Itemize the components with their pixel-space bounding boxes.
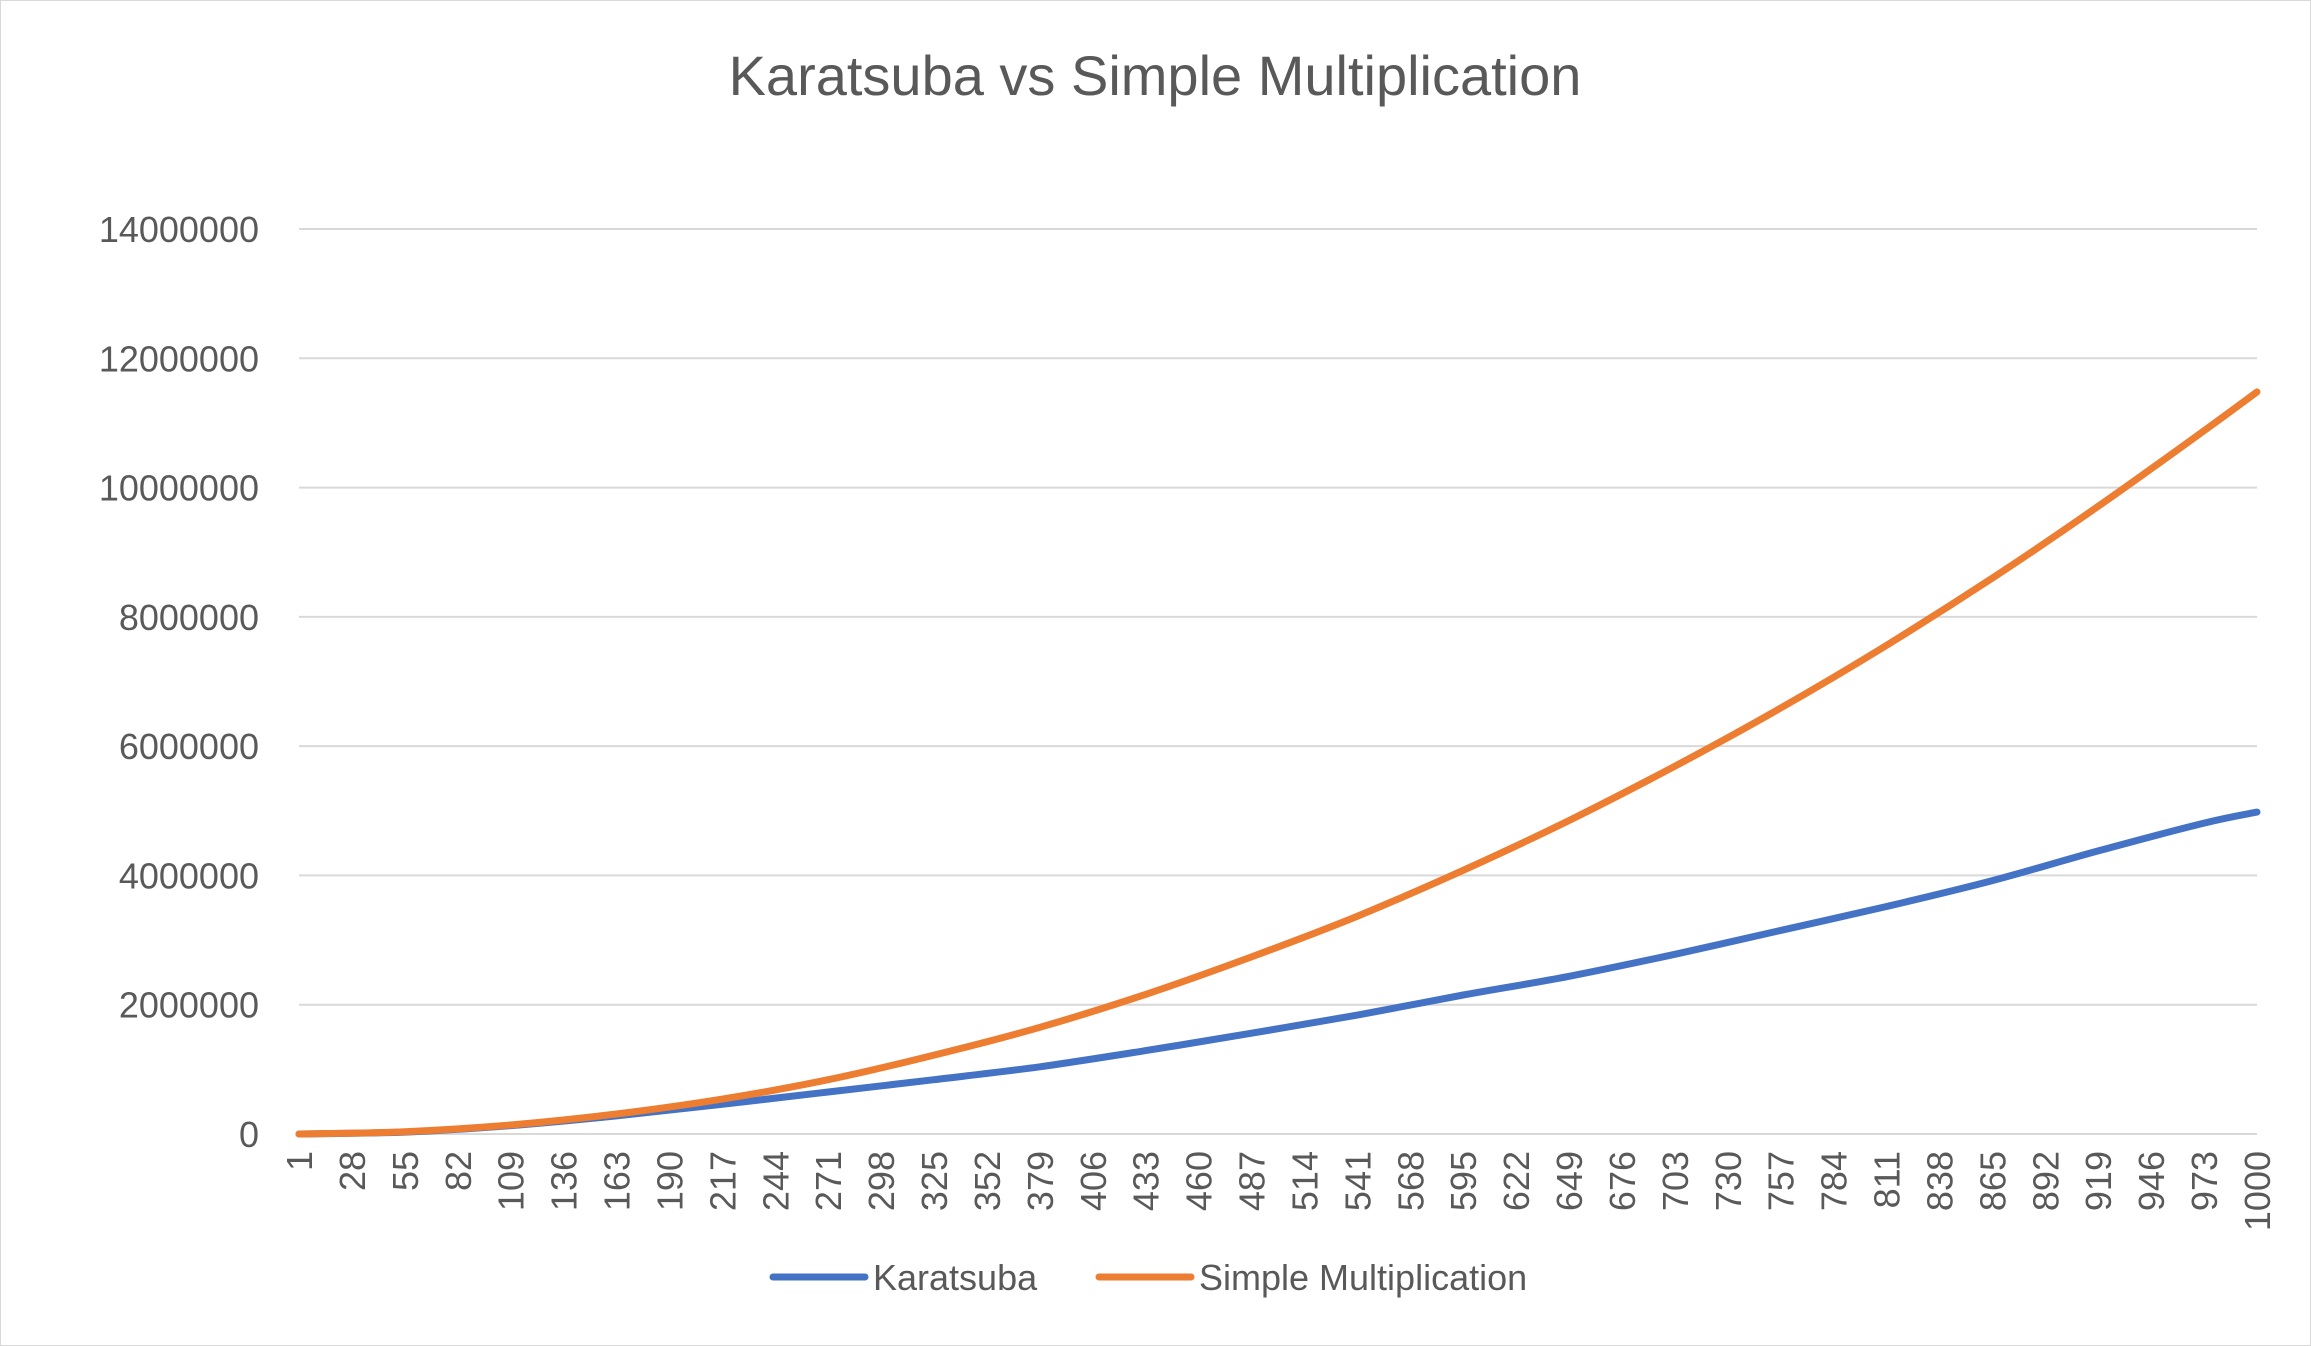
x-tick-label: 190	[649, 1151, 690, 1211]
x-tick-label: 946	[2131, 1151, 2172, 1211]
x-tick-label: 1000	[2237, 1151, 2278, 1231]
gridlines	[299, 228, 2257, 1135]
x-tick-label: 811	[1867, 1151, 1908, 1208]
x-tick-label: 919	[2078, 1151, 2119, 1211]
x-axis-tick-labels: 1 28 55 82 109 136 163 190 217 244 271 298 325 352 379…	[279, 1151, 2278, 1231]
y-tick-label: 10000000	[99, 468, 259, 509]
x-tick-label: 406	[1073, 1151, 1114, 1211]
y-tick-label: 8000000	[119, 597, 259, 638]
y-tick-label: 0	[239, 1114, 259, 1155]
x-tick-label: 784	[1814, 1151, 1855, 1211]
legend: Karatsuba Simple Multiplication	[769, 1257, 1527, 1298]
x-tick-label: 649	[1549, 1151, 1590, 1211]
x-tick-label: 271	[808, 1151, 849, 1211]
x-tick-label: 298	[861, 1151, 902, 1211]
x-tick-label: 730	[1708, 1151, 1749, 1211]
x-tick-label: 379	[1020, 1151, 1061, 1211]
series-line-karatsuba	[295, 808, 2261, 1138]
legend-label-simple-multiplication: Simple Multiplication	[1199, 1257, 1527, 1298]
y-tick-label: 12000000	[99, 338, 259, 379]
y-axis-tick-labels: 0 2000000 4000000 6000000 8000000 10000000 120…	[99, 209, 259, 1155]
x-tick-label: 838	[1919, 1151, 1960, 1211]
legend-label-karatsuba: Karatsuba	[873, 1257, 1038, 1298]
x-tick-label: 28	[332, 1151, 373, 1191]
x-tick-label: 352	[967, 1151, 1008, 1211]
x-tick-label: 136	[544, 1151, 585, 1211]
x-tick-label: 622	[1496, 1151, 1537, 1211]
series-line-simple-multiplication	[295, 388, 2261, 1138]
x-tick-label: 217	[702, 1151, 743, 1211]
x-tick-label: 703	[1655, 1151, 1696, 1211]
x-tick-label: 541	[1337, 1151, 1378, 1211]
x-tick-label: 568	[1390, 1151, 1431, 1211]
x-tick-label: 865	[1972, 1151, 2013, 1211]
x-tick-label: 163	[597, 1151, 638, 1211]
x-tick-label: 55	[385, 1151, 426, 1191]
x-tick-label: 757	[1761, 1151, 1802, 1211]
series-lines	[295, 388, 2261, 1138]
x-tick-label: 595	[1443, 1151, 1484, 1211]
x-tick-label: 82	[438, 1151, 479, 1191]
x-tick-label: 325	[914, 1151, 955, 1211]
x-tick-label: 244	[755, 1151, 796, 1211]
y-tick-label: 4000000	[119, 855, 259, 896]
y-tick-label: 14000000	[99, 209, 259, 250]
y-tick-label: 2000000	[119, 985, 259, 1026]
x-tick-label: 1	[279, 1151, 320, 1171]
x-tick-label: 460	[1179, 1151, 1220, 1211]
x-tick-label: 433	[1126, 1151, 1167, 1211]
x-tick-label: 892	[2025, 1151, 2066, 1211]
x-tick-label: 973	[2184, 1151, 2225, 1211]
y-tick-label: 6000000	[119, 726, 259, 767]
chart-title: Karatsuba vs Simple Multiplication	[729, 44, 1582, 107]
x-tick-label: 676	[1602, 1151, 1643, 1211]
x-tick-label: 109	[491, 1151, 532, 1211]
x-tick-label: 487	[1232, 1151, 1273, 1211]
x-tick-label: 514	[1284, 1151, 1325, 1211]
